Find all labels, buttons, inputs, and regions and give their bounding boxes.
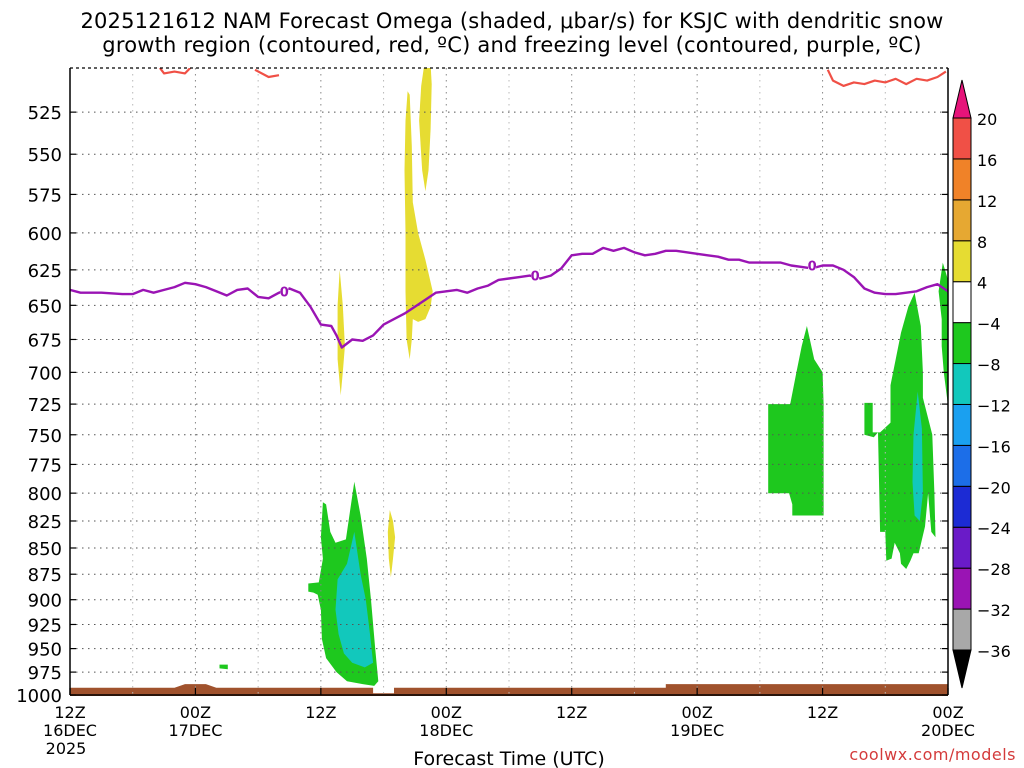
y-tick-label-750: 750 — [28, 426, 62, 447]
freezing-level-line — [70, 246, 948, 349]
ground-terrain — [70, 684, 948, 696]
y-tick-label-975: 975 — [28, 663, 62, 684]
colorbar-level-label-9: 4 — [977, 274, 987, 293]
y-tick-label-850: 850 — [28, 539, 62, 560]
colorbar-level-label-3: −24 — [977, 519, 1011, 538]
omega-region-5 — [219, 664, 228, 670]
colorbar-band-10 — [952, 240, 972, 283]
contour-layer: 0 0 0 — [70, 68, 948, 349]
x-tick-label-year-0: 2025 — [46, 739, 87, 758]
colorbar-level-label-11: 12 — [977, 192, 997, 211]
colorbar-band-7 — [952, 363, 972, 405]
omega-region-7 — [864, 292, 936, 569]
colorbar-band-2 — [952, 567, 972, 610]
y-tick-label-1000: 1000 — [16, 686, 62, 707]
y-tick-label-925: 925 — [28, 615, 62, 636]
colorbar-level-label-8: −4 — [977, 315, 1001, 334]
x-tick-label-date-1: 17DEC — [168, 721, 222, 740]
y-tick-label-725: 725 — [28, 395, 62, 416]
colorbar-level-label-13: 20 — [977, 110, 997, 129]
colorbar-band-13 — [952, 117, 972, 160]
colorbar-band-8 — [952, 322, 972, 365]
y-tick-label-775: 775 — [28, 455, 62, 476]
colorbar-band-1 — [952, 608, 972, 651]
y-tick-label-675: 675 — [28, 330, 62, 351]
colorbar-band-12 — [952, 158, 972, 201]
freezing-label-bg-0 — [280, 284, 289, 298]
plot-frame — [69, 67, 949, 696]
omega-region-0 — [419, 68, 432, 192]
y-tick-label-800: 800 — [28, 484, 62, 505]
freezing-level-label-1: 0 — [531, 270, 540, 285]
freezing-level-label-2: 0 — [808, 259, 817, 274]
colorbar-level-label-10: 8 — [977, 233, 987, 252]
x-tick-label-hour-5: 00Z — [681, 703, 712, 722]
colorbar-arrow-low — [952, 649, 972, 689]
colorbar-level-label-2: −28 — [977, 560, 1011, 579]
y-tick-label-950: 950 — [28, 640, 62, 661]
x-tick-label-date-7: 20DEC — [921, 721, 975, 740]
omega-shading-layer — [219, 68, 948, 686]
omega-region-10 — [912, 391, 923, 521]
x-tick-label-date-3: 18DEC — [419, 721, 473, 740]
y-axis-pressure-labels: 525 550 575 600 625 650 675 700 725 750 775 800 825 8… — [16, 103, 948, 707]
x-tick-label-hour-4: 12Z — [556, 703, 587, 722]
x-tick-label-hour-0: 12Z — [54, 703, 85, 722]
y-tick-label-575: 575 — [28, 185, 62, 206]
colorbar-band-11 — [952, 199, 972, 242]
omega-region-8 — [938, 262, 948, 406]
colorbar-band-4 — [952, 485, 972, 528]
colorbar-band-3 — [952, 526, 972, 569]
omega-region-1 — [404, 91, 433, 360]
colorbar-level-label-4: −20 — [977, 478, 1011, 497]
y-tick-label-625: 625 — [28, 261, 62, 282]
colorbar-arrow-high — [952, 79, 972, 119]
x-tick-label-hour-6: 12Z — [807, 703, 838, 722]
x-tick-label-hour-7: 00Z — [932, 703, 963, 722]
colorbar-level-label-7: −8 — [977, 356, 1001, 375]
y-tick-label-900: 900 — [28, 591, 62, 612]
chart-title-line-2: growth region (contoured, red, ºC) and f… — [102, 33, 922, 57]
freezing-level-label-0: 0 — [280, 285, 289, 300]
y-tick-label-600: 600 — [28, 224, 62, 245]
colorbar-band-6 — [952, 403, 972, 446]
omega-region-9 — [335, 531, 374, 668]
freezing-label-bg-2 — [808, 258, 817, 272]
colorbar-level-label-0: −36 — [977, 642, 1011, 661]
dgz-contour-1 — [254, 68, 280, 79]
x-tick-label-hour-2: 12Z — [305, 703, 336, 722]
x-tick-label-date-0: 16DEC — [43, 721, 97, 740]
dgz-contour-0 — [159, 68, 191, 75]
colorbar-level-label-12: 16 — [977, 151, 997, 170]
gridlines — [70, 68, 948, 696]
chart-title-line-1: 2025121612 NAM Forecast Omega (shaded, μ… — [80, 9, 944, 33]
omega-region-3 — [387, 510, 396, 578]
colorbar-level-label-5: −16 — [977, 437, 1011, 456]
omega-region-6 — [768, 326, 824, 516]
colorbar-band-5 — [952, 444, 972, 487]
omega-region-2 — [337, 269, 345, 396]
y-tick-label-650: 650 — [28, 296, 62, 317]
x-tick-label-date-5: 19DEC — [670, 721, 724, 740]
source-credit: coolwx.com/models — [849, 745, 1016, 764]
y-tick-label-825: 825 — [28, 512, 62, 533]
y-tick-label-550: 550 — [28, 145, 62, 166]
omega-colorbar: −36 −32 −28 −24 −20 −16 −12 −8 −4 4 8 12 16 20 — [952, 79, 1011, 689]
colorbar-level-label-1: −32 — [977, 601, 1011, 620]
y-tick-label-700: 700 — [28, 363, 62, 384]
freezing-label-bg-1 — [531, 268, 540, 282]
ground-layer — [70, 684, 948, 696]
y-tick-label-875: 875 — [28, 565, 62, 586]
y-tick-label-525: 525 — [28, 103, 62, 124]
x-tick-label-hour-3: 00Z — [431, 703, 462, 722]
x-axis-title: Forecast Time (UTC) — [413, 748, 604, 768]
colorbar-band-9 — [952, 281, 972, 324]
x-tick-label-hour-1: 00Z — [180, 703, 211, 722]
dgz-contour-2 — [826, 69, 947, 88]
colorbar-level-label-6: −12 — [977, 396, 1011, 415]
